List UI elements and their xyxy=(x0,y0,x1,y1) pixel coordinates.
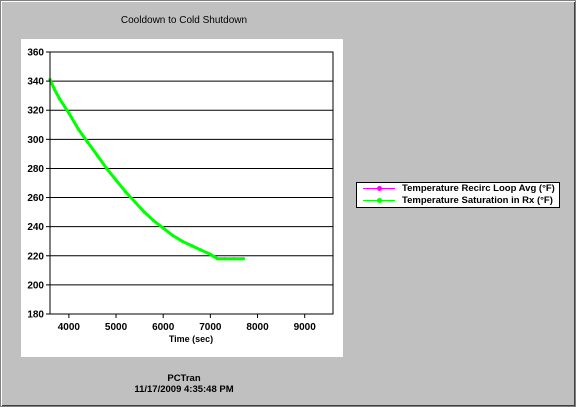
series-1-point-10 xyxy=(133,200,137,204)
legend-marker-recirc xyxy=(377,186,382,191)
series-1-point-14 xyxy=(171,233,175,237)
series-1-point-15 xyxy=(180,239,184,243)
plot-area-border xyxy=(49,51,334,315)
footer-app-name: PCTran xyxy=(167,373,201,384)
x-axis-label: Time (sec) xyxy=(169,334,213,344)
grid-layer xyxy=(50,51,333,315)
legend-marker-saturation xyxy=(377,198,382,203)
series-1-point-19 xyxy=(215,257,220,261)
series-1-point-7 xyxy=(105,166,109,171)
series-1-point-9 xyxy=(123,190,128,194)
y-tick-label-4: 280 xyxy=(27,164,44,175)
legend-label-recirc: Temperature Recirc Loop Avg (°F) xyxy=(402,183,555,194)
series-1-point-4 xyxy=(76,127,80,131)
footer: PCTran 11/17/2009 4:35:48 PM xyxy=(1,373,367,395)
y-tick-label-7: 220 xyxy=(27,251,44,262)
series-1-point-21 xyxy=(232,257,236,261)
y-tick-label-2: 320 xyxy=(27,106,44,117)
series-1-point-22 xyxy=(241,257,245,261)
series-1-point-6 xyxy=(95,153,99,157)
series-1-point-8 xyxy=(114,178,118,182)
x-tick-label-0: 4000 xyxy=(58,322,81,333)
legend-entry-saturation: Temperature Saturation in Rx (°F) xyxy=(357,195,559,207)
series-layer xyxy=(48,78,245,261)
y-tick-label-3: 300 xyxy=(27,135,44,146)
y-tick-label-6: 240 xyxy=(27,222,44,233)
series-1-point-2 xyxy=(57,96,62,101)
x-tick-label-3: 7000 xyxy=(199,322,222,333)
y-tick-label-0: 360 xyxy=(27,48,44,59)
ticks-layer: 360 340 320 300 280 260 240 220 200 180 4000 5000 60… xyxy=(27,48,316,334)
series-line-1 xyxy=(48,78,245,261)
series-1-point-1 xyxy=(53,88,57,92)
x-tick-label-4: 8000 xyxy=(246,322,269,333)
legend: Temperature Recirc Loop Avg (°F) Tempera… xyxy=(356,182,560,208)
series-1-point-3 xyxy=(67,111,71,115)
y-tick-label-1: 340 xyxy=(27,77,44,88)
plot-panel: 360 340 320 300 280 260 240 220 200 180 4000 5000 60… xyxy=(21,39,343,357)
x-tick-label-1: 5000 xyxy=(105,322,128,333)
y-tick-label-5: 260 xyxy=(27,193,44,204)
series-1-point-12 xyxy=(152,219,156,223)
series-1-point-17 xyxy=(199,248,203,252)
series-1-point-13 xyxy=(161,226,165,230)
legend-label-saturation: Temperature Saturation in Rx (°F) xyxy=(402,195,553,206)
x-tick-label-2: 6000 xyxy=(152,322,175,333)
legend-entry-recirc: Temperature Recirc Loop Avg (°F) xyxy=(357,183,559,195)
series-1-point-16 xyxy=(189,243,194,248)
footer-timestamp: 11/17/2009 4:35:48 PM xyxy=(134,384,234,395)
chart-svg: 360 340 320 300 280 260 240 220 200 180 4000 5000 60… xyxy=(27,48,334,344)
series-1-point-5 xyxy=(86,140,90,144)
chart-title: Cooldown to Cold Shutdown xyxy=(120,15,248,26)
y-tick-label-8: 200 xyxy=(27,280,44,291)
series-1-point-20 xyxy=(222,257,227,261)
series-1-point-18 xyxy=(208,252,212,256)
x-tick-label-5: 9000 xyxy=(294,322,317,333)
series-1-point-11 xyxy=(142,210,146,214)
y-tick-label-9: 180 xyxy=(27,310,44,321)
